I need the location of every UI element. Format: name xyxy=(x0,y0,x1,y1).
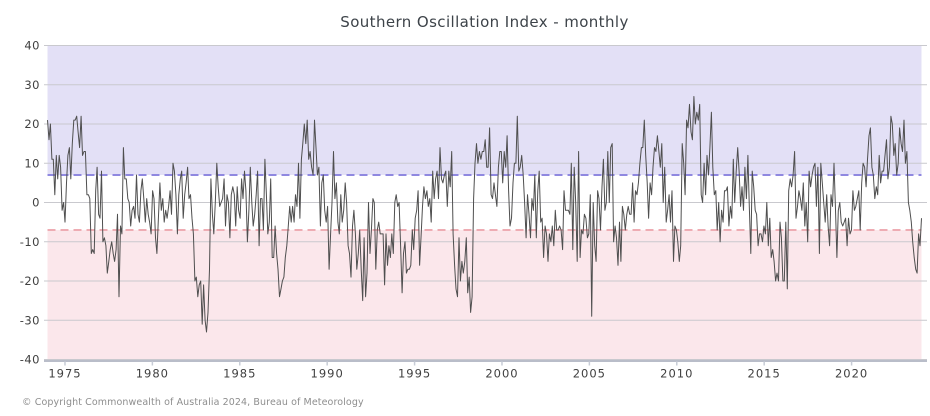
la-nina-band xyxy=(47,45,922,176)
x-tick-label: 1985 xyxy=(223,367,256,381)
x-tick-label: 2000 xyxy=(485,367,518,381)
x-tick-label: 1990 xyxy=(311,367,344,381)
y-tick-label: 40 xyxy=(24,39,40,53)
copyright-note: © Copyright Commonwealth of Australia 20… xyxy=(22,397,364,408)
y-tick-label: -10 xyxy=(20,235,40,249)
x-tick-label: 2020 xyxy=(835,367,868,381)
soi-series-line xyxy=(47,96,922,333)
x-tick-label: 1980 xyxy=(136,367,169,381)
y-tick-label: 0 xyxy=(32,196,40,210)
x-tick-label: 1975 xyxy=(48,367,81,381)
chart-title: Southern Oscillation Index - monthly xyxy=(340,13,629,31)
x-tick-label: 2010 xyxy=(660,367,693,381)
x-tick-label: 1995 xyxy=(398,367,431,381)
x-tick-label: 2005 xyxy=(573,367,606,381)
y-tick-label: 10 xyxy=(24,156,40,170)
y-tick-label: 20 xyxy=(24,117,40,131)
y-tick-label: -20 xyxy=(20,274,40,288)
y-tick-label: -30 xyxy=(20,313,40,327)
x-tick-label: 2015 xyxy=(748,367,781,381)
el-nino-band xyxy=(47,229,922,360)
y-tick-label: 30 xyxy=(24,78,40,92)
y-tick-label: -40 xyxy=(20,353,40,367)
